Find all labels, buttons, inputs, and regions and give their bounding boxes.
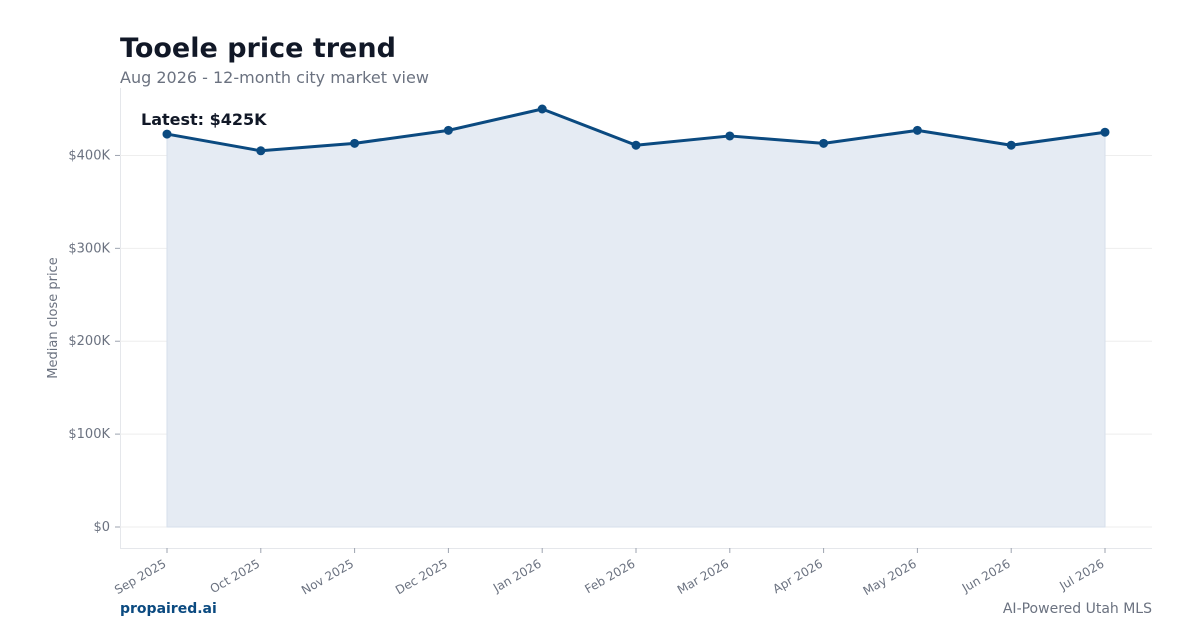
chart-title: Tooele price trend	[120, 33, 396, 64]
chart-subtitle: Aug 2026 - 12-month city market view	[120, 68, 429, 87]
data-point	[1100, 127, 1110, 137]
y-tick-label: $0	[93, 520, 110, 535]
x-tick-label: Jan 2026	[490, 556, 544, 595]
data-point	[162, 129, 172, 139]
data-point	[443, 125, 453, 135]
price-data-points	[162, 104, 1110, 156]
price-area-fill	[166, 108, 1106, 528]
data-point	[256, 146, 266, 156]
x-tick-label: Apr 2026	[770, 556, 825, 596]
data-point	[912, 125, 922, 135]
brand-logo-text[interactable]: propaired.ai	[120, 601, 217, 617]
x-axis-ticks: Sep 2025 Oct 2025 Nov 2025 Dec 2025 Jan 2026…	[112, 548, 1107, 598]
data-point	[631, 140, 641, 150]
x-tick-label: Nov 2025	[299, 556, 356, 597]
x-tick-label: Mar 2026	[675, 556, 731, 597]
y-axis-label: Median close price	[46, 257, 61, 378]
data-point	[537, 104, 547, 114]
y-tick-label: $200K	[68, 334, 110, 349]
x-tick-label: Dec 2025	[393, 556, 450, 597]
x-tick-label: Feb 2026	[582, 556, 637, 596]
x-tick-label: Oct 2025	[208, 556, 263, 596]
y-tick-label: $300K	[68, 241, 110, 256]
data-point	[350, 138, 360, 148]
footer-tagline: AI-Powered Utah MLS	[1002, 601, 1152, 617]
y-tick-label: $100K	[68, 427, 110, 442]
x-tick-label: Jun 2026	[959, 556, 1013, 595]
y-axis-ticks: $0 $100K $200K $300K $400K	[68, 148, 120, 535]
data-point	[819, 138, 829, 148]
x-tick-label: May 2026	[861, 556, 919, 598]
x-tick-label: Sep 2025	[112, 556, 168, 597]
y-tick-label: $400K	[68, 148, 110, 163]
data-point	[1006, 140, 1016, 150]
latest-value-annotation: Latest: $425K	[141, 110, 267, 129]
x-tick-label: Jul 2026	[1056, 556, 1106, 593]
data-point	[725, 131, 735, 141]
